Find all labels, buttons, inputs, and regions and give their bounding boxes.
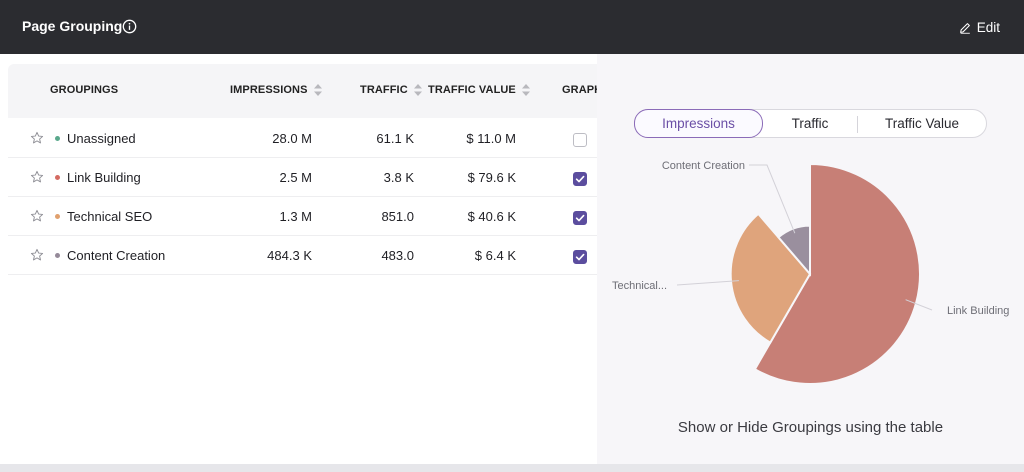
traffic-value: 61.1 K: [376, 131, 414, 146]
traffic-value-amount: $ 40.6 K: [467, 209, 516, 224]
tab-traffic-value[interactable]: Traffic Value: [884, 116, 960, 131]
tab-traffic[interactable]: Traffic: [791, 116, 829, 131]
pie-chart: Link Building Technical... Content Creatio…: [612, 160, 1009, 385]
column-header-traffic-value[interactable]: TRAFFIC VALUE: [428, 84, 530, 96]
graph-checkbox[interactable]: [573, 250, 587, 264]
grouping-color-dot: [55, 136, 60, 141]
grouping-name: Content Creation: [67, 248, 166, 263]
traffic-value: 483.0: [381, 248, 414, 263]
column-label: GROUPINGS: [50, 84, 119, 96]
sort-icon: [521, 84, 530, 96]
chart-panel: Impressions Traffic Traffic Value Link B…: [597, 54, 1024, 464]
column-header-graph[interactable]: GRAPH: [562, 84, 598, 96]
pie-leader-line: [676, 280, 739, 286]
table-header: GROUPINGS IMPRESSIONS TRAFFIC TRAFFIC VA…: [8, 64, 598, 118]
pencil-icon: [959, 22, 970, 34]
column-header-impressions[interactable]: IMPRESSIONS: [230, 84, 322, 96]
star-icon[interactable]: [30, 131, 44, 145]
grouping-name: Technical SEO: [67, 209, 153, 224]
grouping-name: Unassigned: [67, 131, 136, 146]
impressions-value: 1.3 M: [279, 209, 312, 224]
sort-icon: [313, 84, 322, 96]
star-icon[interactable]: [30, 209, 44, 223]
traffic-value-amount: $ 6.4 K: [474, 248, 516, 263]
impressions-value: 484.3 K: [267, 248, 312, 263]
pie-leader-line: [905, 299, 933, 311]
edit-label: Edit: [976, 20, 1000, 35]
table-row[interactable]: Technical SEO 1.3 M 851.0 $ 40.6 K: [8, 197, 598, 236]
check-icon: [575, 253, 585, 261]
pie-leader-line: [749, 164, 796, 234]
metric-toggle: Impressions Traffic Traffic Value: [634, 109, 987, 138]
column-label: TRAFFIC: [360, 84, 408, 96]
page-title: Page Grouping: [22, 18, 123, 34]
check-icon: [575, 214, 585, 222]
pie-slice-label: Link Building: [947, 305, 1009, 317]
column-label: TRAFFIC VALUE: [428, 84, 516, 96]
pie-slice-label: Technical...: [612, 280, 667, 292]
column-header-groupings[interactable]: GROUPINGS: [50, 84, 118, 96]
impressions-value: 2.5 M: [279, 170, 312, 185]
traffic-value: 3.8 K: [383, 170, 414, 185]
graph-checkbox[interactable]: [573, 133, 587, 147]
info-icon[interactable]: [122, 19, 137, 34]
star-icon[interactable]: [30, 170, 44, 184]
column-label: GRAPH: [562, 84, 598, 96]
grouping-color-dot: [55, 175, 60, 180]
graph-checkbox[interactable]: [573, 211, 587, 225]
groupings-table: GROUPINGS IMPRESSIONS TRAFFIC TRAFFIC VA…: [8, 64, 598, 464]
grouping-color-dot: [55, 253, 60, 258]
grouping-name: Link Building: [67, 170, 141, 185]
sort-icon: [413, 84, 422, 96]
edit-button[interactable]: Edit: [958, 20, 1000, 35]
pie-slice[interactable]: [753, 162, 921, 385]
traffic-value-amount: $ 11.0 M: [466, 131, 516, 146]
table-row[interactable]: Link Building 2.5 M 3.8 K $ 79.6 K: [8, 158, 598, 197]
card-header: Page Grouping Edit: [0, 0, 1024, 54]
pie-slice-label: Content Creation: [662, 160, 745, 172]
chart-hint-text: Show or Hide Groupings using the table: [677, 419, 944, 436]
bottom-scroll-area: [0, 464, 1024, 472]
tab-divider: [857, 116, 858, 133]
traffic-value-amount: $ 79.6 K: [467, 170, 516, 185]
check-icon: [575, 175, 585, 183]
table-row[interactable]: Unassigned 28.0 M 61.1 K $ 11.0 M: [8, 119, 598, 158]
traffic-value: 851.0: [381, 209, 414, 224]
impressions-value: 28.0 M: [272, 131, 312, 146]
graph-checkbox[interactable]: [573, 172, 587, 186]
grouping-color-dot: [55, 214, 60, 219]
star-icon[interactable]: [30, 248, 44, 262]
column-header-traffic[interactable]: TRAFFIC: [360, 84, 422, 96]
tab-impressions[interactable]: Impressions: [634, 109, 763, 138]
column-label: IMPRESSIONS: [230, 84, 308, 96]
table-row[interactable]: Content Creation 484.3 K 483.0 $ 6.4 K: [8, 236, 598, 275]
